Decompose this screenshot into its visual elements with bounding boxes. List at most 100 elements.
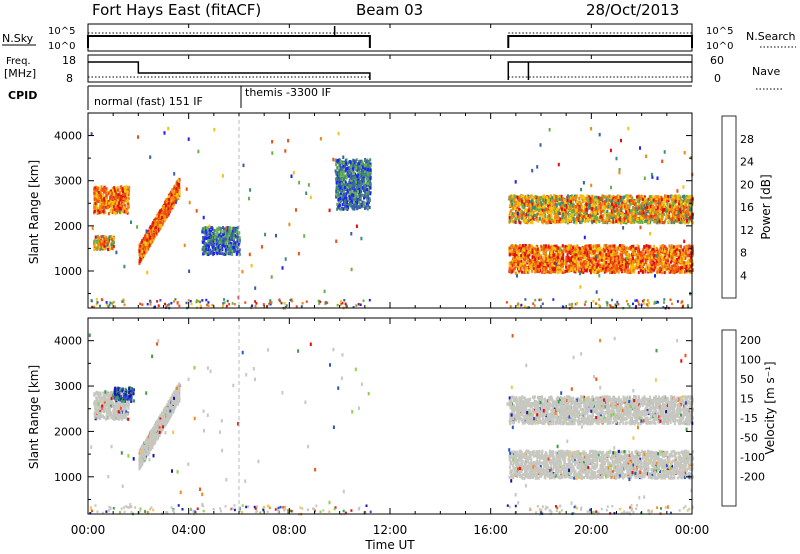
echo-cell bbox=[220, 237, 223, 241]
echo-cell bbox=[337, 187, 340, 191]
echo-cell bbox=[616, 196, 619, 200]
echo-cell bbox=[114, 212, 117, 216]
echo-cell bbox=[647, 209, 649, 213]
nsearch-tick-bottom: 10^0 bbox=[706, 41, 733, 52]
echo-cell bbox=[520, 202, 523, 206]
echo-cell bbox=[668, 216, 671, 220]
echo-cell bbox=[600, 213, 602, 217]
echo-cell bbox=[591, 203, 594, 207]
echo-cell bbox=[344, 199, 347, 203]
echo-cell bbox=[542, 214, 545, 218]
echo-cell bbox=[536, 212, 539, 216]
freq-tick-bottom: 8 bbox=[66, 72, 73, 85]
echo-cell bbox=[523, 216, 526, 220]
echo-cell bbox=[674, 195, 677, 199]
echo-cell bbox=[345, 192, 348, 196]
echo-cell bbox=[628, 208, 631, 212]
echo-cell bbox=[557, 218, 560, 222]
echo-cell bbox=[613, 200, 616, 204]
echo-cell bbox=[151, 225, 154, 229]
echo-cell bbox=[592, 219, 595, 223]
echo-cell bbox=[369, 179, 372, 183]
echo-cell bbox=[617, 199, 620, 203]
echo-cell bbox=[211, 249, 214, 253]
echo-cell bbox=[352, 193, 355, 197]
echo-cell bbox=[105, 199, 108, 203]
echo-cell bbox=[586, 212, 588, 217]
echo-cell bbox=[532, 197, 535, 201]
echo-cell bbox=[110, 189, 113, 193]
echo-cell bbox=[549, 194, 552, 198]
echo-cell bbox=[93, 197, 96, 201]
echo-cell bbox=[344, 196, 347, 200]
echo-cell bbox=[515, 211, 518, 215]
echo-cell bbox=[640, 210, 643, 214]
echo-cell bbox=[628, 220, 631, 224]
echo-cell bbox=[593, 195, 596, 199]
echo-cell bbox=[606, 197, 609, 201]
echo-cell bbox=[510, 199, 513, 203]
echo-cell bbox=[667, 205, 670, 209]
echo-cell bbox=[162, 211, 165, 215]
echo-cell bbox=[551, 202, 554, 206]
echo-cell bbox=[667, 196, 670, 201]
echo-cell bbox=[580, 195, 583, 199]
echo-cell bbox=[570, 214, 573, 218]
echo-cell bbox=[659, 198, 662, 202]
echo-cell bbox=[212, 245, 215, 249]
echo-cell bbox=[226, 232, 229, 236]
echo-cell bbox=[652, 200, 655, 204]
echo-cell bbox=[526, 220, 529, 224]
echo-cell bbox=[606, 216, 609, 220]
echo-cell bbox=[225, 252, 228, 256]
echo-cell bbox=[638, 203, 641, 207]
echo-cell bbox=[555, 210, 558, 214]
echo-cell bbox=[109, 196, 111, 201]
echo-cell bbox=[664, 217, 667, 221]
echo-cell bbox=[102, 242, 105, 246]
echo-cell bbox=[660, 206, 663, 210]
echo-cell bbox=[342, 174, 345, 178]
echo-cell bbox=[353, 164, 356, 168]
echo-cell bbox=[342, 200, 345, 204]
echo-cell bbox=[143, 250, 146, 254]
echo-cell bbox=[531, 195, 534, 199]
echo-cell bbox=[683, 196, 686, 200]
echo-cell bbox=[350, 181, 353, 185]
nsky-tick-top: 10^5 bbox=[48, 26, 75, 37]
echo-cell bbox=[227, 230, 230, 234]
echo-cell bbox=[349, 187, 352, 191]
echo-cell bbox=[343, 185, 346, 190]
echo-cell bbox=[626, 209, 629, 213]
echo-cell bbox=[646, 205, 649, 210]
echo-cell bbox=[575, 208, 578, 212]
echo-cell bbox=[359, 194, 362, 198]
echo-cell bbox=[627, 219, 630, 223]
echo-cell bbox=[638, 211, 641, 215]
echo-cell bbox=[364, 205, 367, 209]
echo-cell bbox=[339, 189, 342, 193]
echo-cell bbox=[97, 240, 100, 244]
echo-cell bbox=[358, 190, 361, 194]
echo-cell bbox=[539, 210, 542, 214]
echo-cell bbox=[513, 220, 516, 224]
echo-cell bbox=[543, 205, 546, 209]
echo-cell bbox=[111, 246, 114, 250]
echo-cell bbox=[617, 219, 619, 223]
echo-cell bbox=[642, 201, 645, 205]
echo-cell bbox=[675, 211, 678, 215]
echo-cell bbox=[634, 210, 637, 214]
echo-cell bbox=[569, 214, 572, 218]
echo-cell bbox=[601, 199, 604, 203]
echo-cell bbox=[626, 199, 629, 203]
echo-cell bbox=[654, 202, 657, 206]
echo-cell bbox=[336, 171, 339, 175]
echo-cell bbox=[587, 219, 590, 223]
echo-cell bbox=[644, 210, 647, 214]
echo-cell bbox=[546, 196, 548, 200]
echo-cell bbox=[617, 201, 620, 205]
echo-cell bbox=[350, 169, 353, 173]
echo-cell bbox=[595, 206, 598, 210]
echo-cell bbox=[518, 216, 521, 220]
